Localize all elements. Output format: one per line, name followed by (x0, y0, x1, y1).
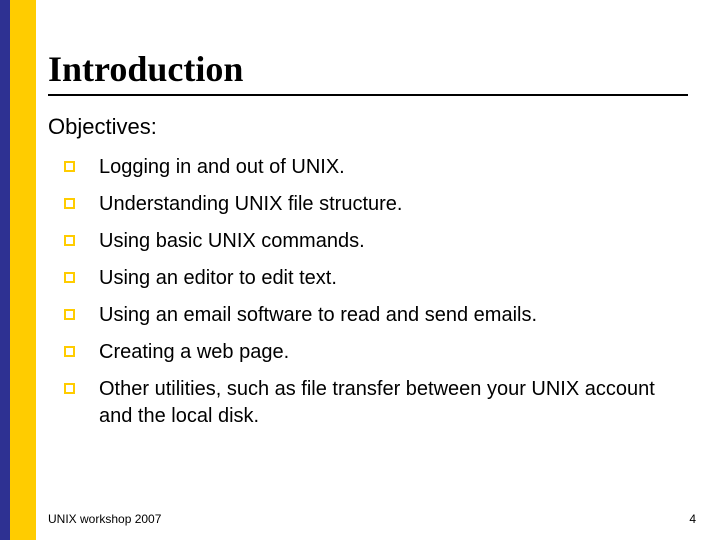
square-bullet-icon (64, 309, 75, 320)
slide-subheading: Objectives: (48, 114, 692, 140)
list-item-text: Understanding UNIX file structure. (99, 191, 402, 218)
objectives-list: Logging in and out of UNIX. Understandin… (48, 154, 692, 430)
square-bullet-icon (64, 198, 75, 209)
footer-text: UNIX workshop 2007 (48, 512, 161, 526)
list-item: Using basic UNIX commands. (64, 228, 692, 255)
list-item: Creating a web page. (64, 339, 692, 366)
accent-stripe-yellow (10, 0, 36, 540)
list-item: Understanding UNIX file structure. (64, 191, 692, 218)
list-item: Logging in and out of UNIX. (64, 154, 692, 181)
square-bullet-icon (64, 272, 75, 283)
list-item: Using an email software to read and send… (64, 302, 692, 329)
slide-title: Introduction (48, 48, 688, 96)
square-bullet-icon (64, 161, 75, 172)
square-bullet-icon (64, 383, 75, 394)
list-item-text: Other utilities, such as file transfer b… (99, 376, 659, 430)
list-item-text: Creating a web page. (99, 339, 289, 366)
accent-stripe-blue (0, 0, 10, 540)
square-bullet-icon (64, 346, 75, 357)
list-item-text: Using an editor to edit text. (99, 265, 337, 292)
page-number: 4 (689, 512, 696, 526)
list-item-text: Using an email software to read and send… (99, 302, 537, 329)
slide-content: Introduction Objectives: Logging in and … (36, 0, 720, 540)
slide-footer: UNIX workshop 2007 4 (48, 512, 696, 526)
list-item: Using an editor to edit text. (64, 265, 692, 292)
list-item-text: Using basic UNIX commands. (99, 228, 365, 255)
list-item: Other utilities, such as file transfer b… (64, 376, 692, 430)
square-bullet-icon (64, 235, 75, 246)
list-item-text: Logging in and out of UNIX. (99, 154, 345, 181)
